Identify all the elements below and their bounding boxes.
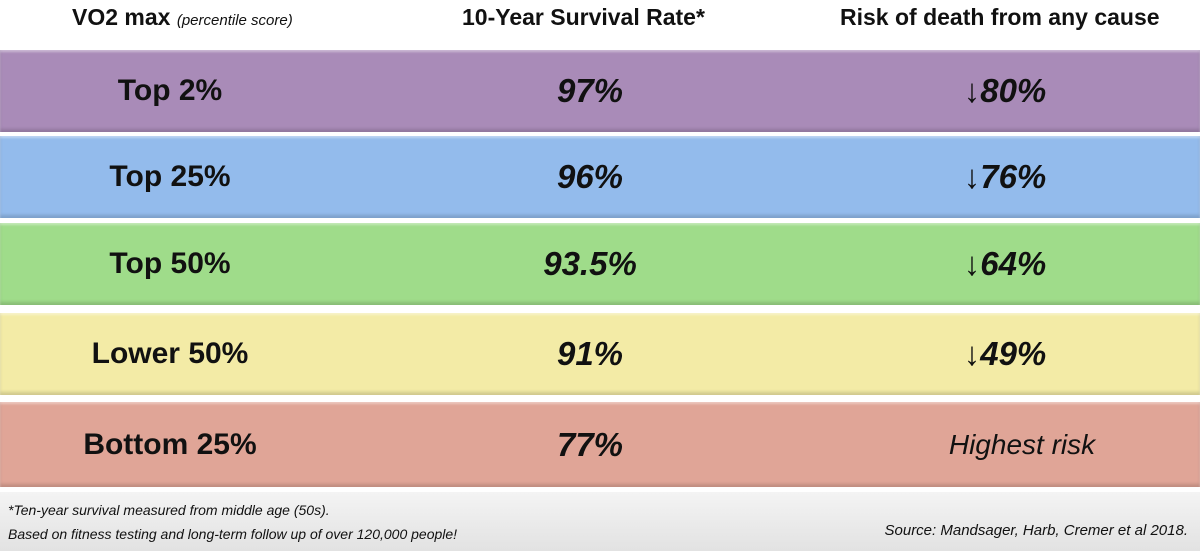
- table-row: Top 2% 97% ↓80%: [0, 50, 1200, 132]
- table-cell: 96%: [556, 158, 624, 195]
- table-cell: 91%: [556, 335, 624, 372]
- table-cell: Bottom 25%: [83, 427, 257, 461]
- table-row: Lower 50% 91% ↓49%: [0, 313, 1200, 395]
- header-col1: VO2 max (percentile score): [72, 4, 293, 31]
- header-title: VO2 max: [72, 4, 171, 30]
- table-cell: Top 2%: [117, 74, 223, 107]
- table-cell: 77%: [556, 425, 624, 463]
- header-col2: 10-Year Survival Rate*: [462, 4, 705, 30]
- table-row: Top 25% 96% ↓76%: [0, 136, 1200, 218]
- table-cell: Highest risk: [948, 428, 1096, 460]
- header-note: (percentile score): [176, 12, 293, 29]
- table-row: Bottom 25% 77% Highest risk: [0, 402, 1200, 487]
- table-cell: 93.5%: [543, 245, 637, 282]
- footnote: *Ten-year survival measured from middle …: [8, 502, 330, 518]
- source: Source: Mandsager, Harb, Cremer et al 20…: [884, 522, 1189, 539]
- table-cell: Lower 50%: [91, 337, 249, 370]
- footer: *Ten-year survival measured from middle …: [0, 492, 1200, 551]
- table-cell: ↓64%: [963, 245, 1047, 282]
- table-cell: Top 50%: [109, 247, 231, 280]
- table-cell: ↓80%: [963, 72, 1047, 109]
- footnote: Based on fitness testing and long-term f…: [8, 526, 458, 542]
- table-cell: Top 25%: [109, 160, 231, 193]
- table-row: Top 50% 93.5% ↓64%: [0, 223, 1200, 305]
- table-cell: 97%: [556, 72, 624, 109]
- table-cell: ↓76%: [963, 158, 1047, 195]
- table-cell: ↓49%: [963, 335, 1047, 372]
- header-col3: Risk of death from any cause: [840, 4, 1160, 30]
